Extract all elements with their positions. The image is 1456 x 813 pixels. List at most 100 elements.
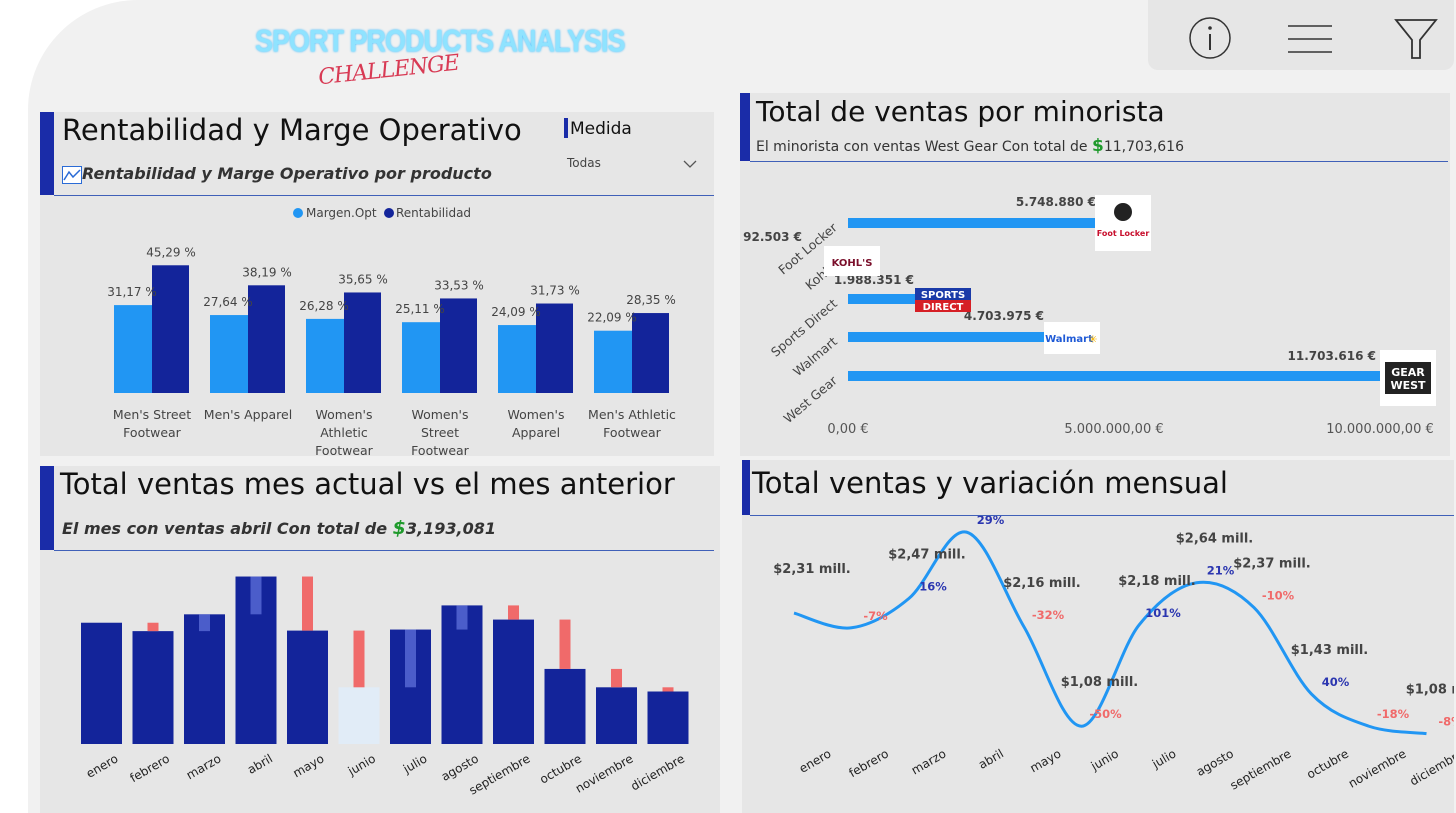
variation-label: -7% xyxy=(863,609,888,623)
sports-direct-logo-text-2: DIRECT xyxy=(923,302,964,313)
menu-icon[interactable] xyxy=(1286,14,1334,62)
data-label-margen: 22,09 % xyxy=(587,311,637,325)
x-tick-label: 10.000.000,00 € xyxy=(1326,422,1434,437)
dollar-icon: $ xyxy=(392,517,406,539)
category-label: Men's Apparel xyxy=(204,407,292,422)
current-month-bar xyxy=(132,631,174,744)
category-label: Footwear xyxy=(411,443,470,456)
bar-rentabilidad xyxy=(152,265,189,393)
value-label: $2,47 mill. xyxy=(888,547,966,562)
bar-rentabilidad xyxy=(248,285,285,393)
month-label: noviembre xyxy=(1346,746,1409,790)
value-label: $1,43 mill. xyxy=(1291,643,1369,658)
category-label: Athletic xyxy=(320,425,368,440)
retailer-subtitle-text: El minorista con ventas West Gear Con to… xyxy=(756,139,1092,155)
sports-direct-logo-bottom xyxy=(915,300,971,312)
dollar-icon: $ xyxy=(1091,136,1104,156)
data-label-margen: 25,11 % xyxy=(395,302,445,316)
value-label: $2,37 mill. xyxy=(1233,557,1311,572)
profitability-chart: Margen.Opt Rentabilidad 31,17 % 45,29 % Men'… xyxy=(107,206,676,456)
data-label-rentabilidad: 38,19 % xyxy=(242,265,292,279)
bar-margen-opt xyxy=(498,325,536,393)
current-month-bar xyxy=(184,614,225,744)
kohls-logo-text: KOHL'S xyxy=(832,258,873,269)
profitability-subtitle: Rentabilidad y Marge Operativo por produ… xyxy=(62,164,492,184)
slicer-value: Todas xyxy=(567,156,601,170)
data-label-margen: 31,17 % xyxy=(107,285,157,299)
monthly-compare-chart: enero febrero marzo abril mayo junio julio agos… xyxy=(81,576,689,798)
value-label: $2,16 mill. xyxy=(1003,576,1081,591)
month-label: febrero xyxy=(128,751,172,785)
divider xyxy=(54,550,714,551)
variation-label: -32% xyxy=(1032,608,1065,622)
sales-line xyxy=(793,530,1427,736)
retailer-data-label: 11.703.616 € xyxy=(1288,349,1376,363)
monthly-variation-title: Total ventas y variación mensual xyxy=(752,466,1228,500)
data-label-rentabilidad: 28,35 % xyxy=(626,293,676,307)
sports-direct-logo-text-1: SPORTS xyxy=(921,290,965,301)
retailer-data-label: 4.703.975 € xyxy=(964,309,1044,323)
category-label: Women's xyxy=(315,407,372,422)
category-label: Men's Street xyxy=(113,407,191,422)
value-label: $1,08 mill. xyxy=(1061,675,1139,690)
slicer-label: Medida xyxy=(570,119,632,139)
category-label: Apparel xyxy=(512,425,560,440)
panel-accent xyxy=(40,112,54,195)
bar-margen-opt xyxy=(306,318,344,393)
current-month-bar xyxy=(596,687,637,744)
walmart-spark-icon: ✳ xyxy=(1088,333,1097,346)
legend-marker-margen xyxy=(293,208,303,218)
retailer-title: Total de ventas por minorista xyxy=(756,95,1165,128)
month-label: enero xyxy=(797,746,834,775)
retailer-bar xyxy=(848,332,1062,342)
variation-label: -10% xyxy=(1262,589,1295,603)
month-label: junio xyxy=(345,751,378,778)
divider xyxy=(750,515,1454,516)
month-label: septiembre xyxy=(1228,746,1294,792)
line-chart-icon xyxy=(62,165,82,184)
month-label: marzo xyxy=(909,746,949,777)
monthly-variation-panel xyxy=(742,460,1454,813)
profitability-subtitle-text: Rentabilidad y Marge Operativo por produ… xyxy=(82,164,492,183)
bar-rentabilidad xyxy=(536,303,573,393)
retailer-data-label: 92.503 € xyxy=(743,230,802,244)
foot-locker-logo-figure xyxy=(1114,203,1132,221)
data-label-margen: 26,28 % xyxy=(299,299,349,313)
kohls-logo xyxy=(824,246,880,276)
monthly-compare-subtitle-text: El mes con ventas abril Con total de xyxy=(62,519,393,538)
x-tick-label: 0,00 € xyxy=(827,422,868,437)
current-month-bar xyxy=(81,622,122,744)
variation-label: 21% xyxy=(1207,564,1235,578)
category-label: Footwear xyxy=(603,425,662,440)
month-label: marzo xyxy=(184,751,224,782)
monthly-compare-subtitle-value: 3,193,081 xyxy=(405,519,496,538)
decrease-bar xyxy=(302,576,313,631)
data-label-rentabilidad: 35,65 % xyxy=(338,272,388,286)
divider xyxy=(750,161,1448,162)
category-label: Footwear xyxy=(123,425,182,440)
variation-label: 40% xyxy=(1322,675,1350,689)
slicer-dropdown[interactable]: Todas xyxy=(567,156,699,174)
decrease-bar xyxy=(559,619,571,669)
value-label: $2,64 mill. xyxy=(1176,532,1254,547)
bar-rentabilidad xyxy=(440,298,477,393)
decrease-bar xyxy=(508,605,519,620)
variation-label: 29% xyxy=(977,516,1005,527)
gear-west-logo-text-1: GEAR xyxy=(1391,366,1425,379)
panel-accent xyxy=(742,460,750,515)
month-label: diciembre xyxy=(628,751,687,793)
legend-label-margen: Margen.Opt xyxy=(306,206,377,220)
month-label: noviembre xyxy=(573,751,636,795)
retailer-bar xyxy=(848,371,1380,381)
month-label: abril xyxy=(976,746,1006,771)
divider xyxy=(54,195,714,196)
report-logo-title: SPORT PRODUCTS ANALYSIS xyxy=(255,23,626,59)
info-icon[interactable] xyxy=(1186,14,1234,62)
bar-margen-opt xyxy=(210,315,248,393)
data-label-margen: 24,09 % xyxy=(491,305,541,319)
retailer-data-label: 5.748.880 € xyxy=(1016,195,1096,209)
filter-icon[interactable] xyxy=(1392,14,1440,62)
month-label: enero xyxy=(84,751,121,780)
bar-rentabilidad xyxy=(344,292,381,393)
